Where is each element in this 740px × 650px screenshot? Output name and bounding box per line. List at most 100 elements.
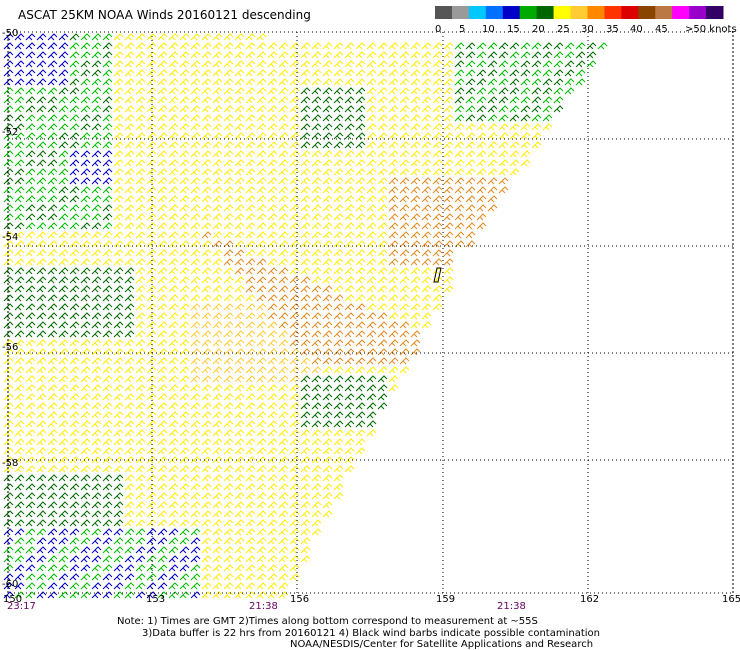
wind-barb — [69, 465, 80, 473]
wind-barb — [135, 69, 146, 77]
wind-barb — [344, 357, 355, 365]
wind-barb — [454, 195, 465, 203]
wind-barb — [25, 411, 36, 419]
wind-barb — [267, 249, 278, 257]
wind-barb — [113, 555, 124, 563]
wind-barb — [36, 429, 47, 437]
wind-barb — [36, 384, 47, 392]
wind-barb — [245, 546, 256, 554]
wind-barb — [245, 582, 256, 590]
wind-barb — [113, 474, 124, 482]
wind-barb — [212, 573, 223, 581]
wind-barb — [245, 321, 256, 329]
wind-barb — [443, 168, 454, 176]
wind-barb — [212, 51, 223, 59]
wind-barb — [355, 177, 366, 185]
wind-barb — [36, 465, 47, 473]
wind-barb — [212, 33, 223, 41]
wind-barb — [14, 429, 25, 437]
wind-barb — [366, 267, 377, 275]
wind-barb — [58, 132, 69, 140]
wind-barb — [36, 312, 47, 320]
wind-barb — [267, 411, 278, 419]
legend-swatch — [451, 6, 470, 19]
wind-barb — [14, 402, 25, 410]
wind-barb — [135, 519, 146, 527]
wind-barb — [14, 456, 25, 464]
wind-barb — [14, 285, 25, 293]
wind-barb — [201, 150, 212, 158]
wind-barb — [421, 276, 432, 284]
wind-barb — [344, 159, 355, 167]
wind-barb — [267, 150, 278, 158]
wind-barb — [311, 150, 322, 158]
wind-barb — [476, 51, 487, 59]
wind-barb — [135, 33, 146, 41]
wind-barb — [234, 114, 245, 122]
wind-barb — [168, 132, 179, 140]
wind-barb — [355, 186, 366, 194]
wind-barb — [47, 438, 58, 446]
wind-barb — [399, 96, 410, 104]
wind-barb — [157, 222, 168, 230]
wind-barb — [322, 402, 333, 410]
wind-barb — [278, 204, 289, 212]
wind-barb — [157, 330, 168, 338]
wind-barb — [69, 501, 80, 509]
wind-barb — [366, 231, 377, 239]
wind-barb — [322, 312, 333, 320]
wind-barb — [201, 132, 212, 140]
wind-barb — [333, 195, 344, 203]
wind-barb — [113, 501, 124, 509]
wind-barb — [102, 339, 113, 347]
wind-barb — [124, 78, 135, 86]
wind-barb — [179, 339, 190, 347]
wind-barb — [377, 132, 388, 140]
wind-barb — [234, 132, 245, 140]
wind-barb — [366, 132, 377, 140]
wind-barb — [201, 465, 212, 473]
wind-barb — [344, 42, 355, 50]
wind-barb — [355, 303, 366, 311]
wind-barb — [454, 51, 465, 59]
wind-barb — [179, 573, 190, 581]
wind-barb — [267, 420, 278, 428]
wind-barb — [454, 213, 465, 221]
wind-barb — [58, 87, 69, 95]
wind-barb — [421, 42, 432, 50]
wind-barb — [300, 132, 311, 140]
wind-barb — [58, 303, 69, 311]
wind-barb — [47, 537, 58, 545]
wind-barb — [245, 105, 256, 113]
wind-barb — [355, 384, 366, 392]
wind-barb — [102, 114, 113, 122]
wind-barb — [212, 546, 223, 554]
wind-barb — [168, 528, 179, 536]
wind-barb — [47, 429, 58, 437]
wind-barb — [344, 312, 355, 320]
wind-barb — [201, 123, 212, 131]
wind-barb — [278, 357, 289, 365]
wind-barb — [311, 78, 322, 86]
wind-barb — [69, 213, 80, 221]
wind-barb — [256, 501, 267, 509]
wind-barb — [190, 231, 201, 239]
wind-barb — [355, 339, 366, 347]
wind-barb — [201, 78, 212, 86]
wind-barb — [91, 474, 102, 482]
wind-barb — [58, 204, 69, 212]
wind-barb — [47, 231, 58, 239]
wind-barb — [344, 123, 355, 131]
wind-barb — [421, 312, 432, 320]
wind-barb — [267, 69, 278, 77]
wind-barb — [333, 294, 344, 302]
wind-barb — [157, 474, 168, 482]
wind-barb — [322, 222, 333, 230]
wind-barb — [124, 546, 135, 554]
wind-barb — [300, 78, 311, 86]
wind-barb — [47, 168, 58, 176]
wind-barb — [124, 438, 135, 446]
wind-barb — [432, 213, 443, 221]
wind-barb — [190, 132, 201, 140]
wind-barb — [531, 96, 542, 104]
